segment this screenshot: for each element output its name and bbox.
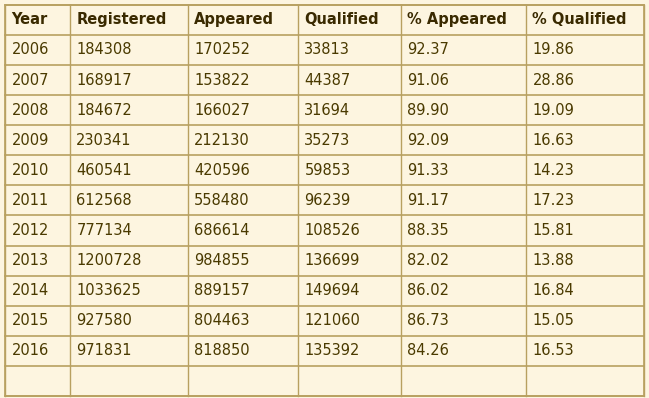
Text: 86.73: 86.73	[407, 313, 448, 328]
Text: 420596: 420596	[194, 163, 250, 178]
Text: 184672: 184672	[77, 103, 132, 117]
Text: 212130: 212130	[194, 133, 250, 148]
Text: 121060: 121060	[304, 313, 360, 328]
Text: 818850: 818850	[194, 343, 250, 358]
Text: 804463: 804463	[194, 313, 250, 328]
Text: 168917: 168917	[77, 72, 132, 88]
Text: 558480: 558480	[194, 193, 250, 208]
Text: 16.84: 16.84	[532, 283, 574, 298]
Text: 153822: 153822	[194, 72, 250, 88]
Text: 149694: 149694	[304, 283, 360, 298]
Text: 1200728: 1200728	[77, 253, 141, 268]
Text: 2006: 2006	[12, 43, 49, 57]
Text: Qualified: Qualified	[304, 12, 379, 27]
Text: 135392: 135392	[304, 343, 360, 358]
Text: % Appeared: % Appeared	[407, 12, 507, 27]
Text: 984855: 984855	[194, 253, 250, 268]
Text: 686614: 686614	[194, 223, 250, 238]
Text: 170252: 170252	[194, 43, 250, 57]
Text: 2014: 2014	[12, 283, 49, 298]
Text: 2015: 2015	[12, 313, 49, 328]
Text: 2012: 2012	[12, 223, 49, 238]
Text: 230341: 230341	[77, 133, 132, 148]
Text: 82.02: 82.02	[407, 253, 449, 268]
Text: 2011: 2011	[12, 193, 49, 208]
Text: 91.17: 91.17	[407, 193, 449, 208]
Text: 2009: 2009	[12, 133, 49, 148]
Text: 44387: 44387	[304, 72, 350, 88]
Text: 59853: 59853	[304, 163, 350, 178]
Text: 91.06: 91.06	[407, 72, 449, 88]
Text: 460541: 460541	[77, 163, 132, 178]
Text: 2010: 2010	[12, 163, 49, 178]
Text: 88.35: 88.35	[407, 223, 448, 238]
Text: 33813: 33813	[304, 43, 350, 57]
Text: 91.33: 91.33	[407, 163, 448, 178]
Text: 777134: 777134	[77, 223, 132, 238]
Text: 31694: 31694	[304, 103, 350, 117]
Text: 96239: 96239	[304, 193, 350, 208]
Text: Registered: Registered	[77, 12, 167, 27]
Text: 84.26: 84.26	[407, 343, 449, 358]
Text: 15.81: 15.81	[532, 223, 574, 238]
Text: 16.63: 16.63	[532, 133, 574, 148]
Text: 89.90: 89.90	[407, 103, 449, 117]
Text: 13.88: 13.88	[532, 253, 574, 268]
Text: 612568: 612568	[77, 193, 132, 208]
Text: 15.05: 15.05	[532, 313, 574, 328]
Text: 971831: 971831	[77, 343, 132, 358]
Text: 1033625: 1033625	[77, 283, 141, 298]
Text: 14.23: 14.23	[532, 163, 574, 178]
Text: 92.09: 92.09	[407, 133, 449, 148]
Text: 86.02: 86.02	[407, 283, 449, 298]
Text: 184308: 184308	[77, 43, 132, 57]
Text: 889157: 889157	[194, 283, 250, 298]
Text: 92.37: 92.37	[407, 43, 449, 57]
Text: 2007: 2007	[12, 72, 49, 88]
Text: 16.53: 16.53	[532, 343, 574, 358]
Text: 2016: 2016	[12, 343, 49, 358]
Text: 136699: 136699	[304, 253, 360, 268]
Text: Appeared: Appeared	[194, 12, 274, 27]
Text: 2008: 2008	[12, 103, 49, 117]
Text: Year: Year	[12, 12, 48, 27]
Text: 35273: 35273	[304, 133, 350, 148]
Text: 108526: 108526	[304, 223, 360, 238]
Text: 927580: 927580	[77, 313, 132, 328]
Text: % Qualified: % Qualified	[532, 12, 627, 27]
Text: 28.86: 28.86	[532, 72, 574, 88]
Text: 2013: 2013	[12, 253, 49, 268]
Text: 166027: 166027	[194, 103, 250, 117]
Text: 17.23: 17.23	[532, 193, 574, 208]
Text: 19.86: 19.86	[532, 43, 574, 57]
Text: 19.09: 19.09	[532, 103, 574, 117]
